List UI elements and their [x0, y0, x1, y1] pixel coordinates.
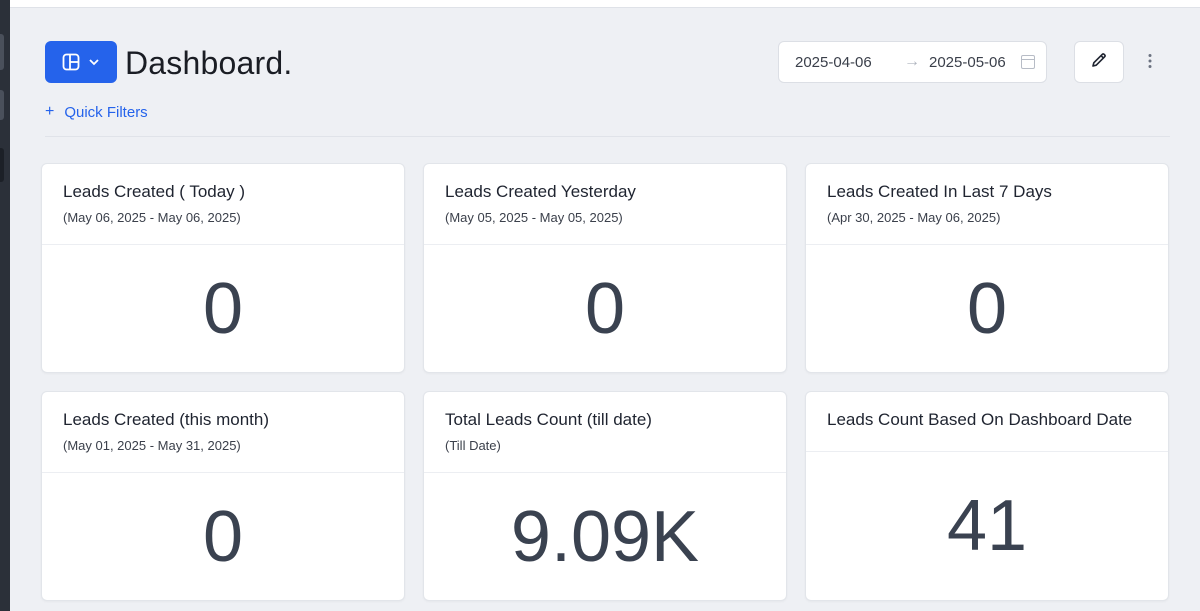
- edit-dashboard-button[interactable]: [1074, 41, 1124, 83]
- widget-header: Leads Count Based On Dashboard Date: [806, 392, 1168, 452]
- sidebar-nav-item[interactable]: [0, 34, 4, 70]
- widget-card[interactable]: Total Leads Count (till date) (Till Date…: [423, 391, 787, 601]
- sidebar-nav-item-active[interactable]: [0, 148, 4, 182]
- more-options-button[interactable]: [1140, 51, 1160, 73]
- sidebar-nav-item[interactable]: [0, 90, 4, 120]
- widget-card[interactable]: Leads Created (this month) (May 01, 2025…: [41, 391, 405, 601]
- calendar-icon[interactable]: [1021, 55, 1035, 69]
- widget-value: 41: [946, 486, 1028, 566]
- widget-header: Leads Created Yesterday (May 05, 2025 - …: [424, 164, 786, 245]
- page-title: Dashboard.: [125, 45, 293, 81]
- widget-card[interactable]: Leads Created In Last 7 Days (Apr 30, 20…: [805, 163, 1169, 373]
- top-bar: [10, 0, 1200, 8]
- more-vertical-icon: [1148, 53, 1152, 72]
- pencil-icon: [1090, 51, 1108, 74]
- layout-switcher-button[interactable]: [45, 41, 117, 83]
- date-end-input[interactable]: 2025-05-06: [929, 53, 1006, 71]
- header-divider: [45, 136, 1170, 137]
- dashboard-header: Dashboard. 2025-04-06 → 2025-05-06: [45, 41, 1170, 83]
- arrow-right-icon: →: [904, 53, 920, 70]
- widget-date-range: (May 05, 2025 - May 05, 2025): [445, 210, 623, 225]
- widget-header: Leads Created In Last 7 Days (Apr 30, 20…: [806, 164, 1168, 245]
- widget-card[interactable]: Leads Count Based On Dashboard Date 41: [805, 391, 1169, 601]
- widget-value: 0: [202, 496, 244, 577]
- widget-value: 0: [584, 268, 626, 349]
- widget-value: 0: [202, 268, 244, 349]
- widget-grid: Leads Created ( Today ) (May 06, 2025 - …: [41, 163, 1170, 601]
- plus-icon: +: [45, 103, 55, 120]
- widget-value: 9.09K: [510, 496, 700, 577]
- sidebar-strip: [0, 0, 10, 611]
- quick-filters-label: Quick Filters: [64, 103, 148, 121]
- widget-title: Leads Created Yesterday: [445, 182, 636, 201]
- widget-date-range: (Apr 30, 2025 - May 06, 2025): [827, 210, 1001, 225]
- widget-date-range: (May 01, 2025 - May 31, 2025): [63, 438, 241, 453]
- widget-header: Total Leads Count (till date) (Till Date…: [424, 392, 786, 473]
- widget-card[interactable]: Leads Created ( Today ) (May 06, 2025 - …: [41, 163, 405, 373]
- layout-panel-icon: [61, 52, 81, 72]
- date-start-input[interactable]: 2025-04-06: [795, 53, 872, 71]
- widget-header: Leads Created (this month) (May 01, 2025…: [42, 392, 404, 473]
- widget-title: Leads Created ( Today ): [63, 182, 246, 201]
- widget-value: 0: [966, 268, 1008, 349]
- chevron-down-icon: [87, 55, 101, 69]
- widget-date-range: (May 06, 2025 - May 06, 2025): [63, 210, 241, 225]
- widget-title: Leads Created (this month): [63, 410, 269, 429]
- date-range-picker[interactable]: 2025-04-06 → 2025-05-06: [778, 41, 1047, 83]
- widget-header: Leads Created ( Today ) (May 06, 2025 - …: [42, 164, 404, 245]
- quick-filters-button[interactable]: + Quick Filters: [45, 103, 148, 121]
- widget-title: Total Leads Count (till date): [445, 410, 652, 429]
- widget-date-range: (Till Date): [445, 438, 501, 453]
- widget-title: Leads Created In Last 7 Days: [827, 182, 1052, 201]
- widget-card[interactable]: Leads Created Yesterday (May 05, 2025 - …: [423, 163, 787, 373]
- widget-title: Leads Count Based On Dashboard Date: [827, 410, 1133, 429]
